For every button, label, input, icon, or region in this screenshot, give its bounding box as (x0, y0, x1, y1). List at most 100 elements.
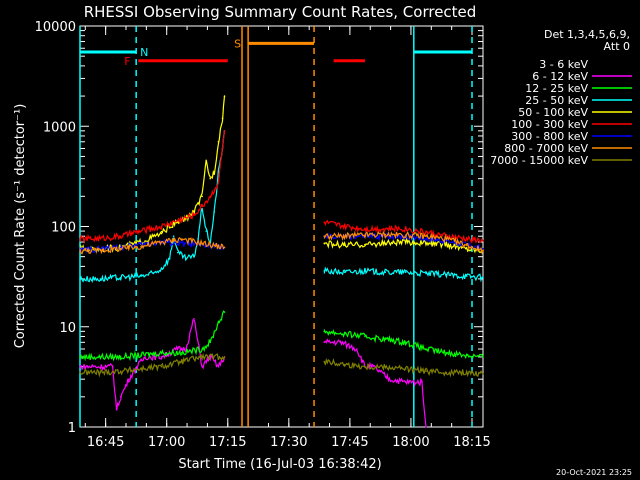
series-point (119, 276, 122, 279)
legend-label: 800 - 7000 keV (504, 142, 588, 155)
series-point (217, 171, 220, 173)
series-point (140, 354, 142, 357)
series-point (465, 238, 468, 240)
x-tick-label: 18:15 (453, 435, 490, 450)
series-point (482, 276, 484, 279)
series-point (201, 205, 203, 207)
series-point (213, 211, 216, 213)
series-point (364, 234, 366, 236)
series-line (323, 237, 484, 254)
series-point (482, 356, 484, 358)
series-point (404, 381, 407, 383)
series-point (209, 341, 212, 344)
series-point (404, 271, 407, 274)
series-point (160, 267, 163, 270)
series-point (180, 351, 183, 354)
series-point (425, 272, 427, 275)
series-point (339, 341, 342, 344)
y-tick-label: 10 (59, 321, 76, 336)
series-point (445, 240, 448, 242)
series-line (323, 266, 484, 283)
series-2 (79, 310, 484, 362)
series-point (201, 356, 203, 358)
series-point (79, 278, 81, 280)
series-point (160, 225, 163, 228)
y-tick-label: 1 (68, 421, 76, 436)
series-point (425, 235, 427, 238)
series-point (217, 140, 220, 143)
series-point (79, 250, 81, 252)
series-point (356, 348, 358, 350)
series-point (111, 365, 114, 368)
series-point (79, 371, 81, 374)
series-point (404, 241, 407, 243)
series-point (209, 177, 212, 180)
series-point (343, 244, 346, 247)
legend-label: 50 - 100 keV (518, 106, 588, 119)
series-point (205, 160, 207, 162)
x-axis-label: Start Time (16-Jul-03 16:38:42) (178, 457, 381, 472)
series-point (323, 360, 326, 363)
series-point (144, 356, 146, 358)
flag-label: F (124, 55, 130, 68)
flag-label: N (140, 46, 148, 59)
series-point (465, 244, 468, 247)
series-point (445, 351, 448, 354)
series-point (223, 311, 226, 313)
series-line (323, 329, 484, 360)
series-point (160, 356, 163, 358)
series-point (99, 371, 102, 374)
series-point (217, 180, 220, 183)
y-axis-label: Corrected Count Rate (s⁻¹ detector⁻¹) (13, 104, 28, 349)
series-point (343, 225, 346, 228)
series-point (323, 235, 326, 238)
series-point (201, 195, 203, 198)
series-point (99, 278, 102, 280)
series-point (209, 195, 212, 198)
series-point (323, 221, 326, 224)
x-tick-label: 17:45 (331, 435, 368, 450)
series-point (343, 271, 346, 274)
series-7 (79, 230, 484, 255)
x-tick-label: 17:00 (148, 435, 185, 450)
series-point (180, 360, 183, 363)
series-point (213, 189, 216, 192)
series-point (140, 368, 142, 370)
series-point (213, 171, 216, 173)
series-point (217, 321, 220, 324)
series-point (128, 378, 130, 380)
legend-label: 6 - 12 keV (532, 70, 588, 83)
series-line (323, 219, 484, 244)
series-point (79, 356, 81, 358)
series-point (176, 219, 179, 222)
legend-label: 12 - 25 keV (525, 82, 588, 95)
series-line (323, 338, 427, 428)
series-point (168, 257, 171, 260)
series-point (425, 426, 427, 428)
y-tick-label: 1000 (43, 120, 76, 135)
footer-timestamp: 20-Oct-2021 23:25 (556, 468, 632, 477)
series-point (201, 348, 203, 350)
legend-label: 25 - 50 keV (525, 94, 588, 107)
series-point (119, 235, 122, 238)
series-point (193, 318, 195, 320)
flag-label: S (234, 37, 241, 50)
series-point (119, 356, 122, 358)
series-point (404, 227, 407, 230)
series-point (421, 381, 423, 383)
series-point (160, 365, 163, 368)
series-line (323, 357, 484, 378)
series-point (221, 147, 224, 150)
series-point (201, 365, 203, 368)
series-line (79, 130, 226, 244)
series-point (136, 365, 138, 368)
series-point (217, 365, 220, 368)
series-point (323, 242, 326, 245)
series-point (119, 247, 122, 250)
series-point (465, 354, 468, 357)
x-tick-label: 17:15 (209, 435, 246, 450)
series-point (193, 211, 195, 213)
series-point (445, 238, 448, 240)
series-point (445, 273, 448, 276)
series-point (343, 363, 346, 366)
